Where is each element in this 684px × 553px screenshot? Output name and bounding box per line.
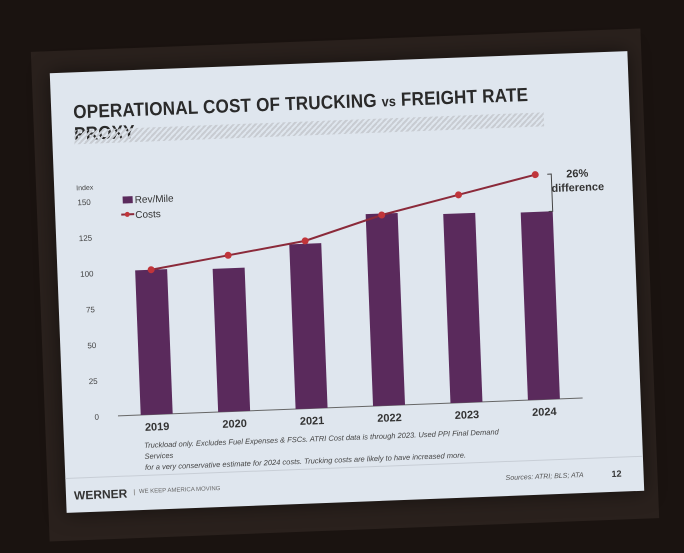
x-tick-label: 2019	[145, 421, 170, 434]
cost-point	[378, 211, 386, 219]
y-tick-label: 125	[79, 234, 93, 244]
difference-bracket	[547, 173, 554, 212]
y-tick-label: 0	[94, 413, 99, 422]
legend-label-rev-mile: Rev/Mile	[135, 194, 175, 207]
cost-point	[531, 171, 539, 179]
bar-rev-mile	[443, 212, 483, 404]
slide: OPERATIONAL COST OF TRUCKING vs FREIGHT …	[49, 51, 645, 513]
bar-rev-mile	[135, 269, 173, 416]
cost-point	[147, 266, 155, 274]
cost-point	[301, 237, 309, 245]
line-costs	[150, 173, 536, 271]
x-tick-label: 2024	[532, 406, 558, 419]
y-tick-label: 150	[77, 198, 91, 208]
x-tick-label: 2021	[300, 415, 325, 428]
bar-rev-mile	[365, 212, 406, 407]
cost-point	[224, 251, 232, 259]
page-number: 12	[611, 468, 622, 479]
cost-point	[454, 191, 462, 199]
y-tick-label: 100	[80, 269, 94, 279]
legend-marker-costs	[124, 211, 130, 217]
legend-swatch-rev-mile	[122, 196, 133, 204]
bar-rev-mile	[289, 243, 328, 410]
y-tick-label: 75	[86, 305, 96, 314]
legend-label-costs: Costs	[135, 209, 161, 221]
annotation-label: difference	[551, 181, 604, 195]
annotation-value: 26%	[566, 168, 589, 181]
bar-rev-mile	[212, 267, 251, 413]
y-axis-label: Index	[76, 185, 94, 193]
bar-rev-mile	[520, 211, 560, 401]
x-tick-label: 2020	[222, 418, 247, 431]
werner-logo: WERNER	[73, 486, 128, 503]
y-tick-label: 25	[89, 377, 99, 386]
y-tick-label: 50	[87, 341, 97, 350]
x-tick-label: 2022	[377, 412, 402, 425]
x-tick-label: 2023	[454, 409, 479, 422]
x-axis	[117, 397, 583, 417]
chart: Index 0 25 50 75 100 125 150 2019 2020 2021 2022 202…	[76, 168, 604, 434]
sources: Sources: ATRI; BLS; ATA	[505, 472, 584, 483]
tagline: WE KEEP AMERICA MOVING	[133, 486, 221, 496]
